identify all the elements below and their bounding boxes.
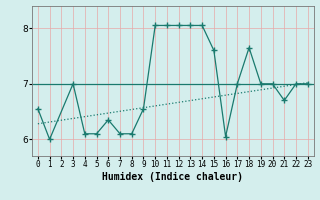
X-axis label: Humidex (Indice chaleur): Humidex (Indice chaleur) bbox=[102, 172, 243, 182]
